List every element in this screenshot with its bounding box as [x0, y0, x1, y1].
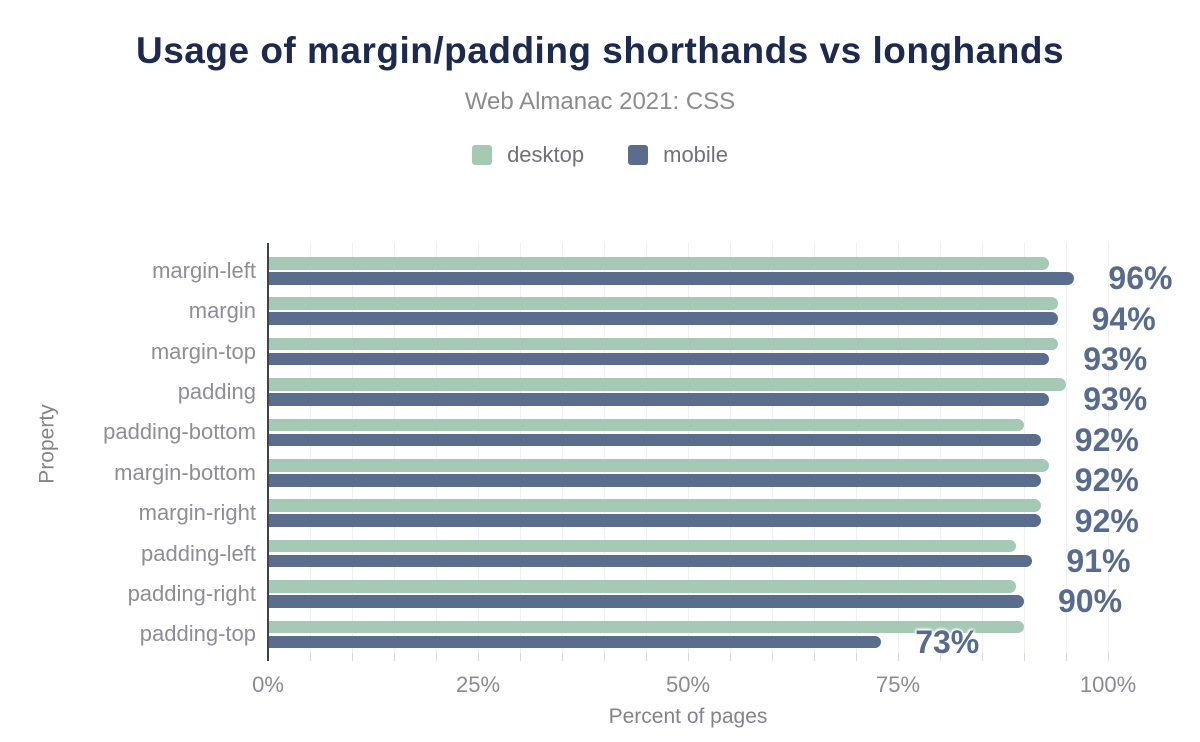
bar-mobile	[268, 554, 1033, 568]
legend-swatch-desktop	[472, 145, 493, 165]
bar-desktop	[268, 337, 1058, 351]
bar-desktop	[268, 620, 1024, 634]
bar-desktop	[268, 539, 1016, 553]
gridline	[1024, 243, 1025, 653]
category-label: margin-bottom	[114, 459, 256, 485]
value-label: 91%	[1066, 543, 1131, 580]
value-label: 92%	[1074, 421, 1139, 458]
gridline	[730, 243, 731, 653]
category-label: margin-left	[152, 257, 256, 283]
gridline	[646, 243, 647, 653]
axis-tick	[1108, 653, 1109, 661]
gridline	[1108, 243, 1109, 653]
bar-mobile	[268, 393, 1050, 406]
axis-tick	[1024, 653, 1025, 661]
axis-tick	[1066, 653, 1067, 661]
gridline	[310, 243, 311, 653]
axis-tick	[730, 653, 731, 661]
gridline	[1066, 243, 1067, 653]
bar-mobile	[268, 514, 1041, 527]
axis-tick	[436, 653, 437, 661]
axis-tick	[310, 653, 311, 661]
value-label: 73%	[915, 623, 980, 660]
gridline	[772, 243, 773, 653]
gridline	[394, 243, 395, 653]
x-tick-label: 50%	[665, 672, 711, 697]
axis-tick	[898, 653, 899, 661]
legend: desktop mobile	[0, 142, 1200, 168]
axis-tick	[856, 653, 857, 661]
value-label: 93%	[1083, 381, 1148, 418]
legend-item-desktop: desktop	[472, 142, 584, 168]
value-label: 90%	[1058, 583, 1123, 620]
gridline	[562, 243, 563, 653]
bar-desktop	[268, 418, 1024, 432]
value-label: 94%	[1091, 300, 1156, 337]
bar-desktop	[268, 459, 1050, 472]
category-label: padding	[177, 378, 256, 404]
legend-swatch-mobile	[628, 145, 649, 165]
legend-label-desktop: desktop	[507, 142, 585, 167]
axis-tick	[562, 653, 563, 661]
gridline	[436, 243, 437, 653]
gridline	[520, 243, 521, 653]
category-label: padding-top	[139, 621, 256, 647]
category-label: padding-left	[141, 540, 256, 566]
category-label: margin-top	[150, 338, 256, 364]
axis-tick	[646, 653, 647, 661]
chart-subtitle: Web Almanac 2021: CSS	[464, 88, 736, 115]
bar-mobile	[268, 474, 1041, 487]
x-axis-title: Percent of pages	[608, 705, 768, 728]
axis-tick	[478, 653, 479, 661]
bar-mobile	[268, 433, 1041, 447]
bar-desktop	[268, 378, 1066, 391]
axis-tick	[352, 653, 353, 661]
chart-title: Usage of margin/padding shorthands vs lo…	[135, 30, 1065, 71]
axis-tick	[814, 653, 815, 661]
bar-mobile	[268, 635, 882, 649]
category-label: padding-right	[127, 580, 256, 606]
axis-tick	[940, 653, 941, 661]
y-axis-line	[267, 243, 269, 661]
gridline	[856, 243, 857, 653]
bar-desktop	[268, 257, 1050, 270]
x-tick-label: 0%	[252, 672, 284, 697]
axis-tick	[604, 653, 605, 661]
value-label: 93%	[1083, 341, 1148, 378]
x-tick-label: 25%	[455, 672, 501, 697]
legend-label-mobile: mobile	[663, 142, 728, 167]
gridline	[898, 243, 899, 653]
bar-desktop	[268, 297, 1058, 310]
x-tick-label: 100%	[1079, 672, 1137, 697]
x-tick-label: 75%	[875, 672, 921, 697]
category-label: margin-right	[138, 500, 256, 526]
gridline	[352, 243, 353, 653]
category-label: padding-bottom	[103, 419, 256, 445]
gridline	[478, 243, 479, 653]
axis-tick	[688, 653, 689, 661]
axis-tick	[772, 653, 773, 661]
gridline	[814, 243, 815, 653]
axis-tick	[520, 653, 521, 661]
category-label: margin	[188, 298, 256, 324]
bar-mobile	[268, 272, 1075, 285]
bar-mobile	[268, 352, 1050, 366]
value-label: 92%	[1074, 462, 1139, 499]
bar-desktop	[268, 499, 1041, 512]
value-label: 96%	[1108, 260, 1173, 297]
gridline	[940, 243, 941, 653]
bar-mobile	[268, 312, 1058, 325]
legend-item-mobile: mobile	[628, 142, 728, 168]
gridline	[688, 243, 689, 653]
bar-mobile	[268, 595, 1024, 608]
bar-desktop	[268, 580, 1016, 593]
gridline	[982, 243, 983, 653]
value-label: 92%	[1074, 502, 1139, 539]
gridline	[604, 243, 605, 653]
axis-tick	[982, 653, 983, 661]
axis-tick	[394, 653, 395, 661]
